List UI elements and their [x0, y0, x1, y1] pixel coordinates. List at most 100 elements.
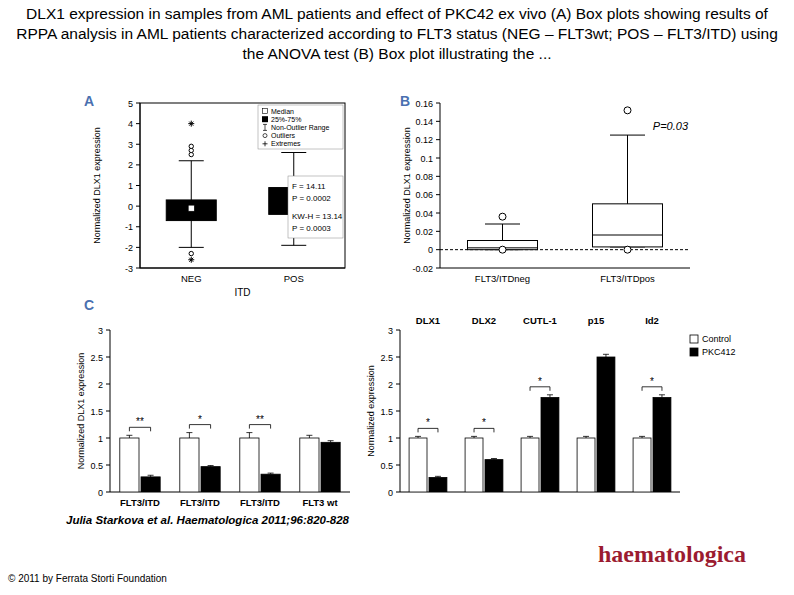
- significance-label: *: [482, 417, 486, 428]
- x-tick-label: FLT3/ITDneg: [475, 273, 530, 284]
- significance-bracket: [530, 387, 550, 391]
- y-tick-label: 1.5: [380, 407, 393, 417]
- x-tick-label: FLT3/ITDpos: [600, 273, 655, 284]
- y-tick: [106, 465, 110, 466]
- copyright: © 2011 by Ferrata Storti Foundation: [8, 573, 167, 584]
- y-tick: [396, 438, 400, 439]
- y-tick: [436, 139, 440, 140]
- x-axis-label: ITD: [234, 287, 250, 298]
- y-tick-label: 0.16: [415, 99, 433, 109]
- y-tick: [136, 164, 140, 165]
- bar: [409, 438, 427, 492]
- y-tick: [436, 231, 440, 232]
- significance-bracket: [189, 425, 210, 429]
- significance-bracket: [474, 428, 494, 432]
- bar: [521, 438, 539, 492]
- figure: A-3-2-1012345Normalized DLX1 expressionN…: [0, 0, 794, 595]
- legend-label: Extremes: [271, 140, 301, 147]
- y-tick-label: 3: [388, 326, 393, 336]
- error-bar: [435, 476, 441, 477]
- outlier: [499, 246, 506, 253]
- y-tick: [436, 158, 440, 159]
- y-tick-label: 3: [98, 326, 103, 336]
- y-axis-label: Normalized DLX1 expression: [76, 353, 86, 470]
- bar: [429, 477, 447, 492]
- y-tick-label: 0: [98, 488, 103, 498]
- bar: [120, 438, 139, 492]
- y-tick: [396, 357, 400, 358]
- error-bar: [547, 395, 553, 398]
- y-tick: [106, 384, 110, 385]
- error-bar: [491, 459, 497, 460]
- y-tick-label: 0.08: [415, 172, 433, 182]
- y-tick-label: 2.5: [380, 353, 393, 363]
- y-tick-label: -3: [125, 264, 133, 274]
- y-tick: [106, 411, 110, 412]
- y-tick: [106, 330, 110, 331]
- legend-label: Non-Outlier Range: [271, 124, 329, 132]
- bar: [577, 438, 595, 492]
- y-tick-label: 1: [128, 181, 133, 191]
- x-tick-label: CUTL-1: [523, 315, 557, 326]
- legend-symbol: [263, 134, 267, 138]
- marks: [409, 354, 671, 492]
- legend-symbol: [263, 141, 268, 146]
- bar: [261, 474, 280, 492]
- error-bar: [659, 395, 665, 398]
- chart: C00.511.522.53Normalized DLX1 expression…: [76, 297, 350, 508]
- y-axis: [400, 330, 401, 492]
- citation: Julia Starkova et al. Haematologica 2011…: [66, 514, 350, 526]
- y-tick-label: 0.1: [420, 154, 433, 164]
- y-tick: [136, 103, 140, 104]
- y-tick-label: 0.04: [415, 209, 433, 219]
- x-tick-label: DLX1: [416, 315, 441, 326]
- legend-label: 25%-75%: [271, 116, 301, 123]
- stats-frame: [288, 176, 343, 238]
- annotation: KW-H = 13.14: [292, 212, 343, 221]
- legend-label: PKC412: [702, 347, 736, 357]
- panel-letter: A: [84, 93, 94, 109]
- x-axis: [440, 268, 690, 269]
- outlier: [624, 246, 631, 253]
- y-tick: [396, 411, 400, 412]
- y-tick-label: 0.02: [415, 227, 433, 237]
- error-bar: [246, 433, 252, 438]
- error-bar: [186, 433, 192, 438]
- significance-bracket: [129, 427, 150, 431]
- marks: [440, 107, 690, 253]
- whisker-cap: [281, 245, 306, 246]
- error-bar: [415, 436, 421, 438]
- significance-label: *: [650, 376, 654, 387]
- bar: [201, 467, 220, 492]
- legend-symbol: [262, 116, 268, 122]
- y-tick: [436, 121, 440, 122]
- error-bar: [471, 436, 477, 438]
- bar: [653, 398, 671, 493]
- y-tick: [136, 206, 140, 207]
- whisker-cap: [179, 160, 204, 161]
- y-tick-label: -0.02: [412, 264, 433, 274]
- outlier: [189, 144, 193, 148]
- bar: [321, 442, 340, 492]
- y-tick-label: 0: [128, 202, 133, 212]
- y-axis: [440, 103, 441, 268]
- annotation: P = 0.0002: [292, 194, 331, 203]
- y-tick-label: 1: [388, 434, 393, 444]
- y-tick: [106, 492, 110, 493]
- significance-label: **: [136, 416, 144, 427]
- outlier: [624, 107, 631, 114]
- y-tick-label: 3: [128, 140, 133, 150]
- y-tick: [136, 226, 140, 227]
- error-bar: [583, 436, 589, 438]
- chart: A-3-2-1012345Normalized DLX1 expressionN…: [84, 93, 345, 298]
- median: [593, 235, 663, 236]
- y-tick: [436, 213, 440, 214]
- legend-label: Outliers: [271, 132, 296, 139]
- y-tick: [136, 247, 140, 248]
- x-tick-label: p15: [588, 315, 605, 326]
- y-axis: [110, 330, 111, 492]
- y-tick: [436, 268, 440, 269]
- bar: [541, 398, 559, 493]
- x-tick-label: FLT3/ITD: [240, 497, 280, 508]
- panel-letter: C: [84, 297, 94, 313]
